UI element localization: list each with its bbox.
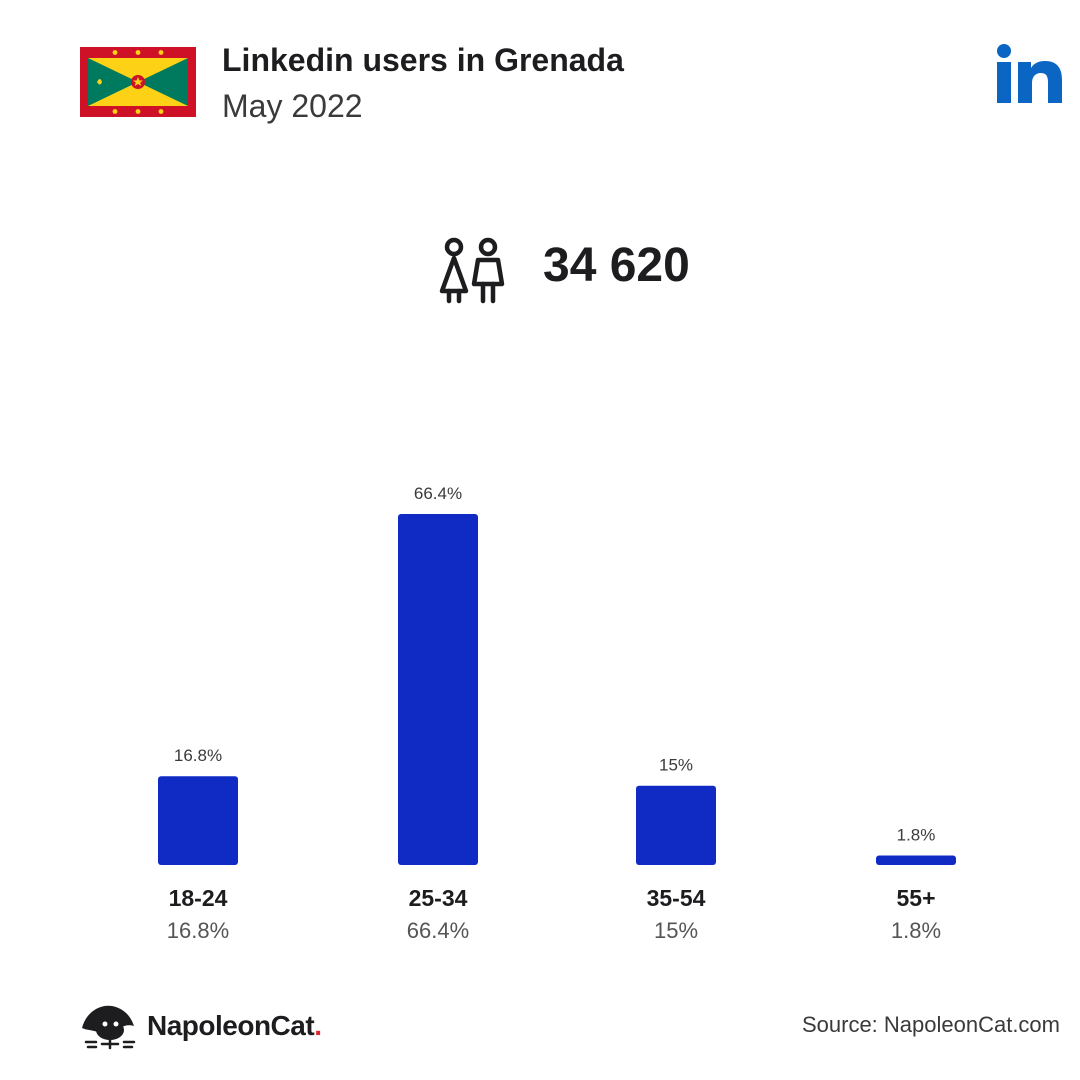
bar-value-label: 16.8% bbox=[174, 746, 222, 765]
category-percent-label: 16.8% bbox=[167, 918, 229, 943]
brand-dot: . bbox=[314, 1010, 322, 1041]
age-bar-chart: 16.8% 18-24 16.8% 66.4% 25-34 66.4% 15% 35-54 15… bbox=[158, 484, 956, 943]
category-label: 18-24 bbox=[169, 885, 228, 911]
people-icon bbox=[439, 237, 505, 304]
category-percent-label: 1.8% bbox=[891, 918, 941, 943]
grenada-flag-icon bbox=[80, 47, 196, 117]
category-percent-label: 15% bbox=[654, 918, 698, 943]
bar-18-24 bbox=[158, 776, 238, 865]
bar-25-34 bbox=[398, 514, 478, 865]
page-title: Linkedin users in Grenada bbox=[222, 42, 624, 78]
linkedin-logo-icon bbox=[997, 44, 1062, 103]
bar-value-label: 1.8% bbox=[897, 825, 936, 844]
category-label: 55+ bbox=[896, 885, 935, 911]
total-users-value: 34 620 bbox=[543, 239, 690, 292]
brand-name: NapoleonCat. bbox=[147, 1010, 322, 1042]
bar-35-54 bbox=[636, 785, 716, 865]
brand-name-text: NapoleonCat bbox=[147, 1010, 315, 1041]
source-text: Source: NapoleonCat.com bbox=[801, 1012, 1060, 1037]
category-label: 25-34 bbox=[409, 885, 468, 911]
bar-55+ bbox=[876, 855, 956, 865]
bar-value-label: 15% bbox=[659, 756, 693, 775]
bar-value-label: 66.4% bbox=[414, 484, 462, 503]
page-subtitle: May 2022 bbox=[222, 88, 363, 124]
category-percent-label: 66.4% bbox=[407, 918, 469, 943]
napoleoncat-logo-icon bbox=[82, 1005, 136, 1050]
category-label: 35-54 bbox=[647, 885, 706, 911]
